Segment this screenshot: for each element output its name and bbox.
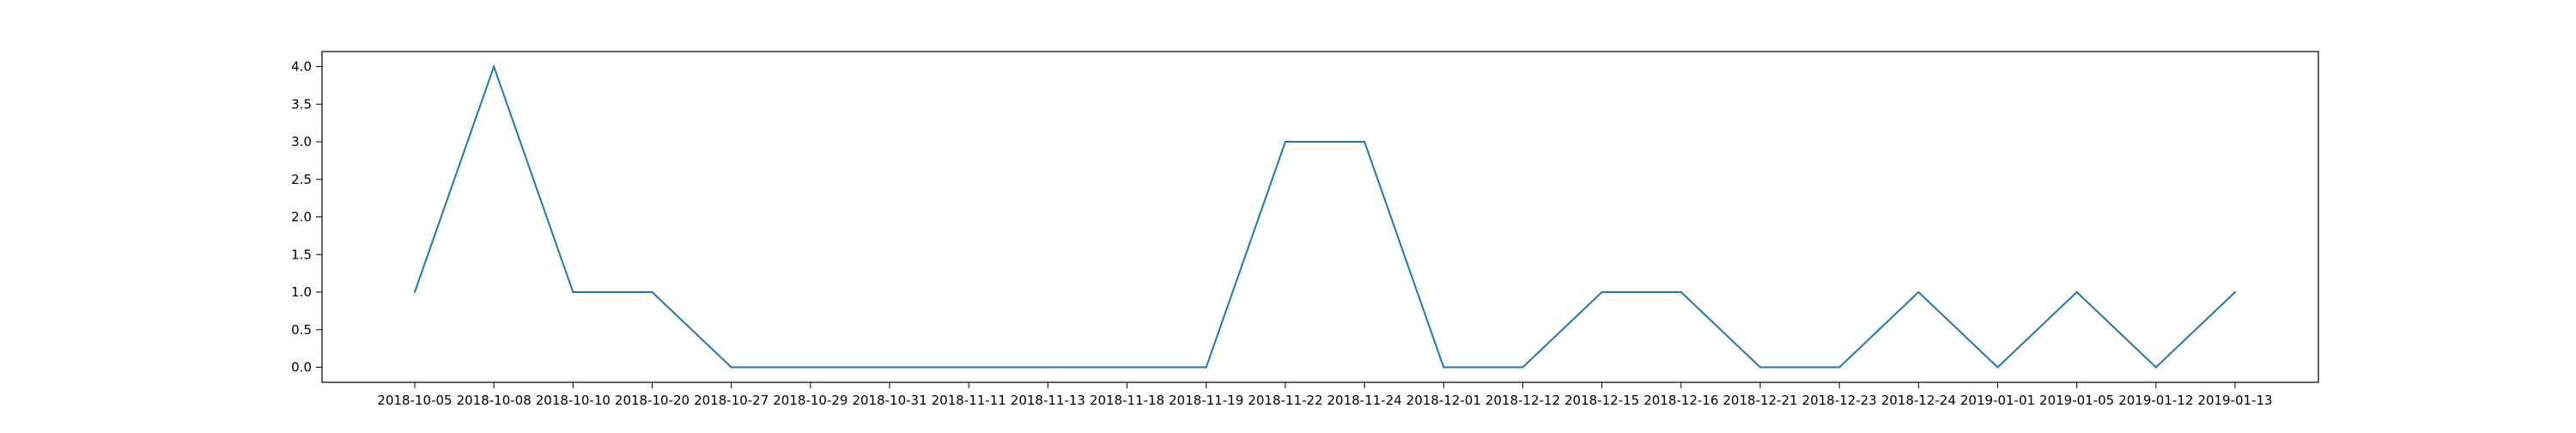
x-tick-label: 2018-10-20: [615, 393, 690, 408]
y-tick-label: 3.0: [291, 134, 312, 149]
x-tick-label: 2019-01-01: [1960, 393, 2035, 408]
y-tick-label: 0.0: [291, 360, 312, 375]
x-tick-label: 2018-12-21: [1722, 393, 1797, 408]
data-point: [493, 65, 495, 68]
plot-frame: [321, 51, 2319, 383]
x-tick-label: 2018-10-27: [694, 393, 769, 408]
data-point: [730, 366, 732, 369]
data-point: [1126, 366, 1128, 369]
y-axis: 0.0 0.5 1.0 1.5 2.0 2.5 3.0 3.5 4.0: [291, 59, 322, 375]
x-tick-label: 2018-10-05: [377, 393, 452, 408]
data-point: [2234, 291, 2236, 293]
plot-background: [322, 52, 2318, 382]
y-tick-label: 1.0: [291, 284, 312, 300]
data-point: [651, 291, 653, 293]
y-tick-label: 4.0: [291, 59, 312, 75]
x-tick-label: 2019-01-12: [2118, 393, 2193, 408]
x-axis: 2018-10-05 2018-10-08 2018-10-10 2018-10-20…: [377, 382, 2273, 408]
data-point: [968, 366, 970, 369]
data-point: [1284, 141, 1286, 143]
x-tick-label: 2018-11-18: [1090, 393, 1164, 408]
data-point: [1047, 366, 1049, 369]
y-tick-label: 1.5: [291, 247, 312, 262]
y-tick-label: 2.0: [291, 210, 312, 225]
x-tick-label: 2018-11-24: [1327, 393, 1401, 408]
y-tick-label: 2.5: [291, 172, 312, 187]
x-tick-label: 2018-10-08: [457, 393, 532, 408]
data-point: [414, 291, 416, 293]
x-tick-label: 2018-10-10: [536, 393, 611, 408]
x-tick-label: 2018-12-01: [1406, 393, 1481, 408]
x-tick-label: 2018-11-19: [1169, 393, 1243, 408]
data-point: [889, 366, 891, 369]
data-point: [1680, 291, 1682, 293]
x-tick-label: 2018-12-12: [1485, 393, 1560, 408]
x-tick-label: 2019-01-13: [2197, 393, 2272, 408]
x-tick-label: 2019-01-05: [2039, 393, 2114, 408]
x-tick-label: 2018-10-31: [852, 393, 927, 408]
data-point: [1838, 366, 1841, 369]
y-tick-label: 0.5: [291, 322, 312, 338]
data-point: [1205, 366, 1207, 369]
x-tick-label: 2018-12-15: [1564, 393, 1639, 408]
x-tick-label: 2018-12-23: [1802, 393, 1877, 408]
series-line: [414, 64, 2236, 369]
x-tick-label: 2018-12-24: [1881, 393, 1956, 408]
data-point: [2154, 366, 2157, 369]
data-point: [809, 366, 811, 369]
x-tick-label: 2018-11-11: [932, 393, 1006, 408]
series-layer: [414, 64, 2236, 369]
x-tick-label: 2018-11-13: [1011, 393, 1085, 408]
data-point: [1759, 366, 1761, 369]
data-point: [1522, 366, 1524, 369]
y-tick-label: 3.5: [291, 96, 312, 112]
data-point: [1996, 366, 1999, 369]
data-point: [1917, 291, 1920, 293]
x-tick-label: 2018-10-29: [773, 393, 848, 408]
data-point: [1601, 291, 1603, 293]
x-tick-label: 2018-11-22: [1248, 393, 1322, 408]
x-tick-label: 2018-12-16: [1643, 393, 1718, 408]
data-point: [1364, 141, 1366, 143]
data-point: [1443, 366, 1445, 369]
data-point: [572, 291, 574, 293]
data-point: [2075, 291, 2078, 293]
